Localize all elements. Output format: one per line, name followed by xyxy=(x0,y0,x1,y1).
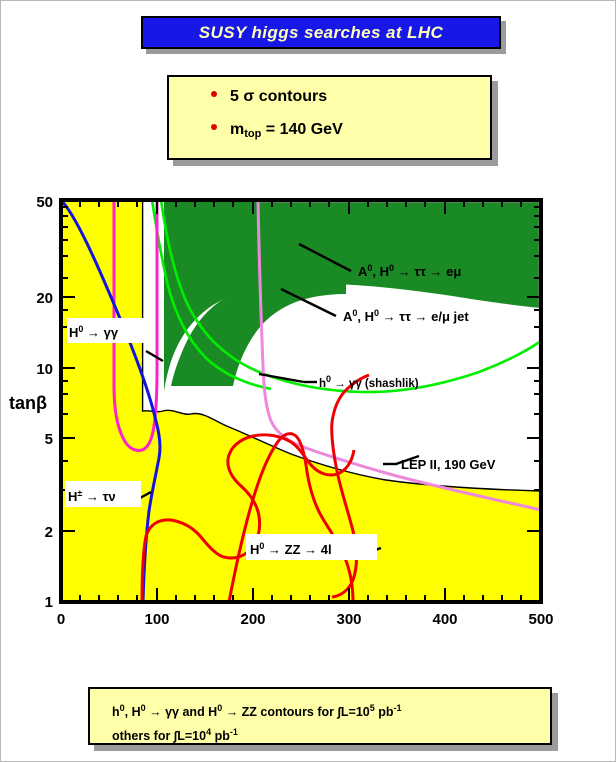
page-title: SUSY higgs searches at LHC xyxy=(198,22,444,42)
bullet-icon xyxy=(211,91,217,97)
x-tick-label-300: 300 xyxy=(336,611,361,628)
infobox-item-contours: 5 σ contours xyxy=(211,88,490,121)
bullet-icon xyxy=(211,124,217,130)
y-axis-title: tanβ xyxy=(9,393,47,413)
x-tick-label-0: 0 xyxy=(57,611,65,628)
y-tick-label-10: 10 xyxy=(36,361,53,378)
infobox-item-mtop: mtop = 140 GeV xyxy=(211,121,490,154)
annotation-h0-zz-bg xyxy=(246,534,377,560)
infobox-mtop-label: mtop = 140 GeV xyxy=(230,121,343,140)
title-banner: SUSY higgs searches at LHC xyxy=(141,16,501,49)
x-tick-label-100: 100 xyxy=(144,611,169,628)
y-tick-label-1: 1 xyxy=(45,594,53,611)
contour-a0h0-tautau-emu-jet xyxy=(150,199,272,391)
plot-area: 50 20 10 5 2 1 tanβ 0 100 200 300 400 50… xyxy=(1,186,615,636)
y-tick-label-5: 5 xyxy=(45,431,53,448)
y-tick-label-2: 2 xyxy=(45,524,53,541)
annotation-h0-gammagamma-shashlik: h0 → γγ (shashlik) xyxy=(319,374,419,390)
caption-line-1: h0, H0 → γγ and H0 → ZZ contours for ∫L=… xyxy=(112,703,402,719)
annotation-a0h0-tautau-emujet: A0, H0 → ττ → e/μ jet xyxy=(343,308,469,324)
annotation-h0-gg-bg xyxy=(67,318,147,343)
contour-hpm-taunu xyxy=(59,198,162,603)
infobox: 5 σ contours mtop = 140 GeV xyxy=(167,75,492,160)
annotation-h0-zz-4l: H0 → ZZ → 4l xyxy=(250,541,332,557)
caption-line-2: others for ∫L=104 pb-1 xyxy=(112,727,238,743)
annotation-hpm-taunu: H± → τν xyxy=(68,488,116,504)
contour-a0h0-tautau-emu xyxy=(159,199,542,394)
x-axis-ticks xyxy=(60,200,542,602)
contour-h0-gammagamma-shashlik xyxy=(256,199,542,512)
y-axis-ticks xyxy=(61,199,541,603)
annotation-h0-gammagamma: H0 → γγ xyxy=(69,324,119,340)
x-axis-title: mA [GeV] xyxy=(259,635,337,636)
infobox-contours-label: 5 σ contours xyxy=(230,88,328,105)
contour-h0-gammagamma xyxy=(112,200,159,452)
caption-box: h0, H0 → γγ and H0 → ZZ contours for ∫L=… xyxy=(88,687,552,745)
y-tick-label-50: 50 xyxy=(36,194,53,211)
contour-h0-zz-4l-right xyxy=(330,373,370,599)
plot-frame xyxy=(59,198,543,604)
y-tick-label-20: 20 xyxy=(36,290,53,307)
annotation-a0h0-tautau-emu: A0, H0 → ττ → eμ xyxy=(358,263,461,279)
x-tick-label-400: 400 xyxy=(432,611,457,628)
annotation-lep-ii: LEP II, 190 GeV xyxy=(401,457,496,472)
x-tick-label-200: 200 xyxy=(240,611,265,628)
annotation-hpm-taunu-bg xyxy=(65,481,141,507)
x-tick-label-500: 500 xyxy=(528,611,553,628)
annotation-leader-stubs xyxy=(304,380,397,466)
